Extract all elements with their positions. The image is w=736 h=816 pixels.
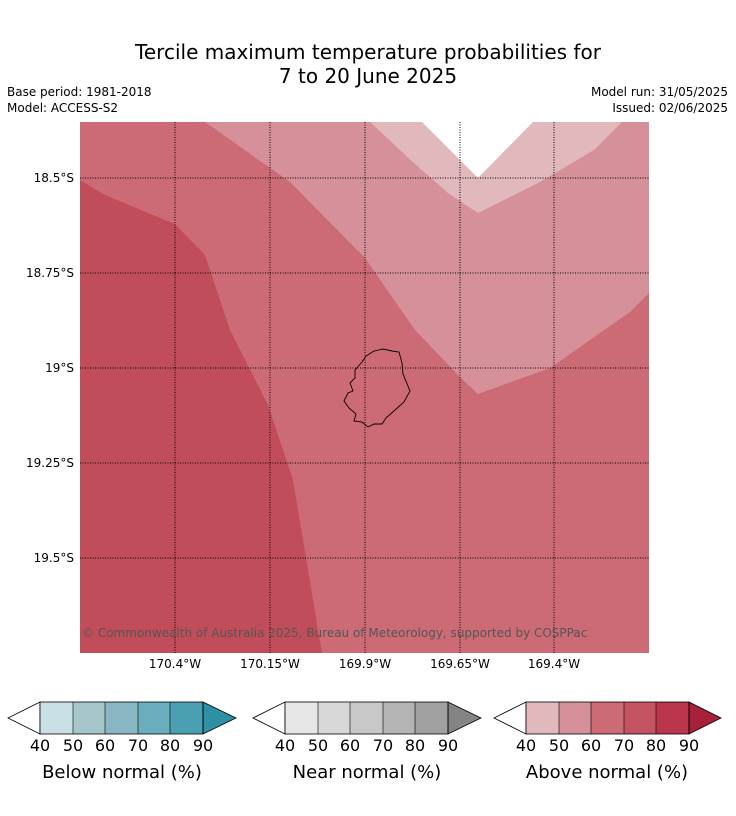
tick-label: 90 [437,736,459,755]
region-above-40-50 [370,122,622,213]
base-period: Base period: 1981-2018 [7,85,152,99]
lon-label: 169.65°W [430,657,490,671]
colorbar-above-normal [493,701,722,735]
tick-label: 40 [515,736,537,755]
lat-label: 19°S [45,361,74,375]
model-run: Model run: 31/05/2025 [590,85,728,99]
tick-label: 70 [127,736,149,755]
region-no-data [422,122,533,178]
lon-label: 170.15°W [240,657,300,671]
lon-label: 169.9°W [338,657,392,671]
lat-label: 19.5°S [33,551,74,565]
tick-label: 70 [613,736,635,755]
region-above-70-80 [80,180,322,653]
tick-label: 80 [645,736,667,755]
colorbar-below-normal [7,701,237,735]
tick-label: 90 [192,736,214,755]
lon-label: 170.4°W [148,657,202,671]
map-title-line2: 7 to 20 June 2025 [278,64,458,88]
tick-label: 50 [307,736,329,755]
copyright-notice: © Commonwealth of Australia 2025, Bureau… [82,626,588,640]
tick-label: 80 [404,736,426,755]
tick-label: 50 [62,736,84,755]
tick-label: 60 [339,736,361,755]
tick-label: 40 [29,736,51,755]
lon-label: 169.4°W [527,657,581,671]
tick-label: 60 [94,736,116,755]
issued-date: Issued: 02/06/2025 [612,101,728,115]
tick-label: 50 [548,736,570,755]
map-title-line1: Tercile maximum temperature probabilitie… [135,40,601,64]
lat-label: 19.25°S [26,456,74,470]
tick-label: 90 [678,736,700,755]
model-name: Model: ACCESS-S2 [7,101,119,115]
region-above-50-60 [205,122,649,394]
tick-label: 40 [274,736,296,755]
lat-label: 18.5°S [33,171,74,185]
colorbar-title-above: Above normal (%) [525,762,689,783]
island-outline [343,348,411,428]
tick-label: 80 [159,736,181,755]
tick-label: 70 [372,736,394,755]
colorbar-title-near: Near normal (%) [292,762,442,783]
colorbar-near-normal [252,701,482,735]
colorbar-title-below: Below normal (%) [42,762,202,783]
gridlines [80,122,649,653]
lat-label: 18.75°S [26,266,74,280]
tick-label: 60 [580,736,602,755]
